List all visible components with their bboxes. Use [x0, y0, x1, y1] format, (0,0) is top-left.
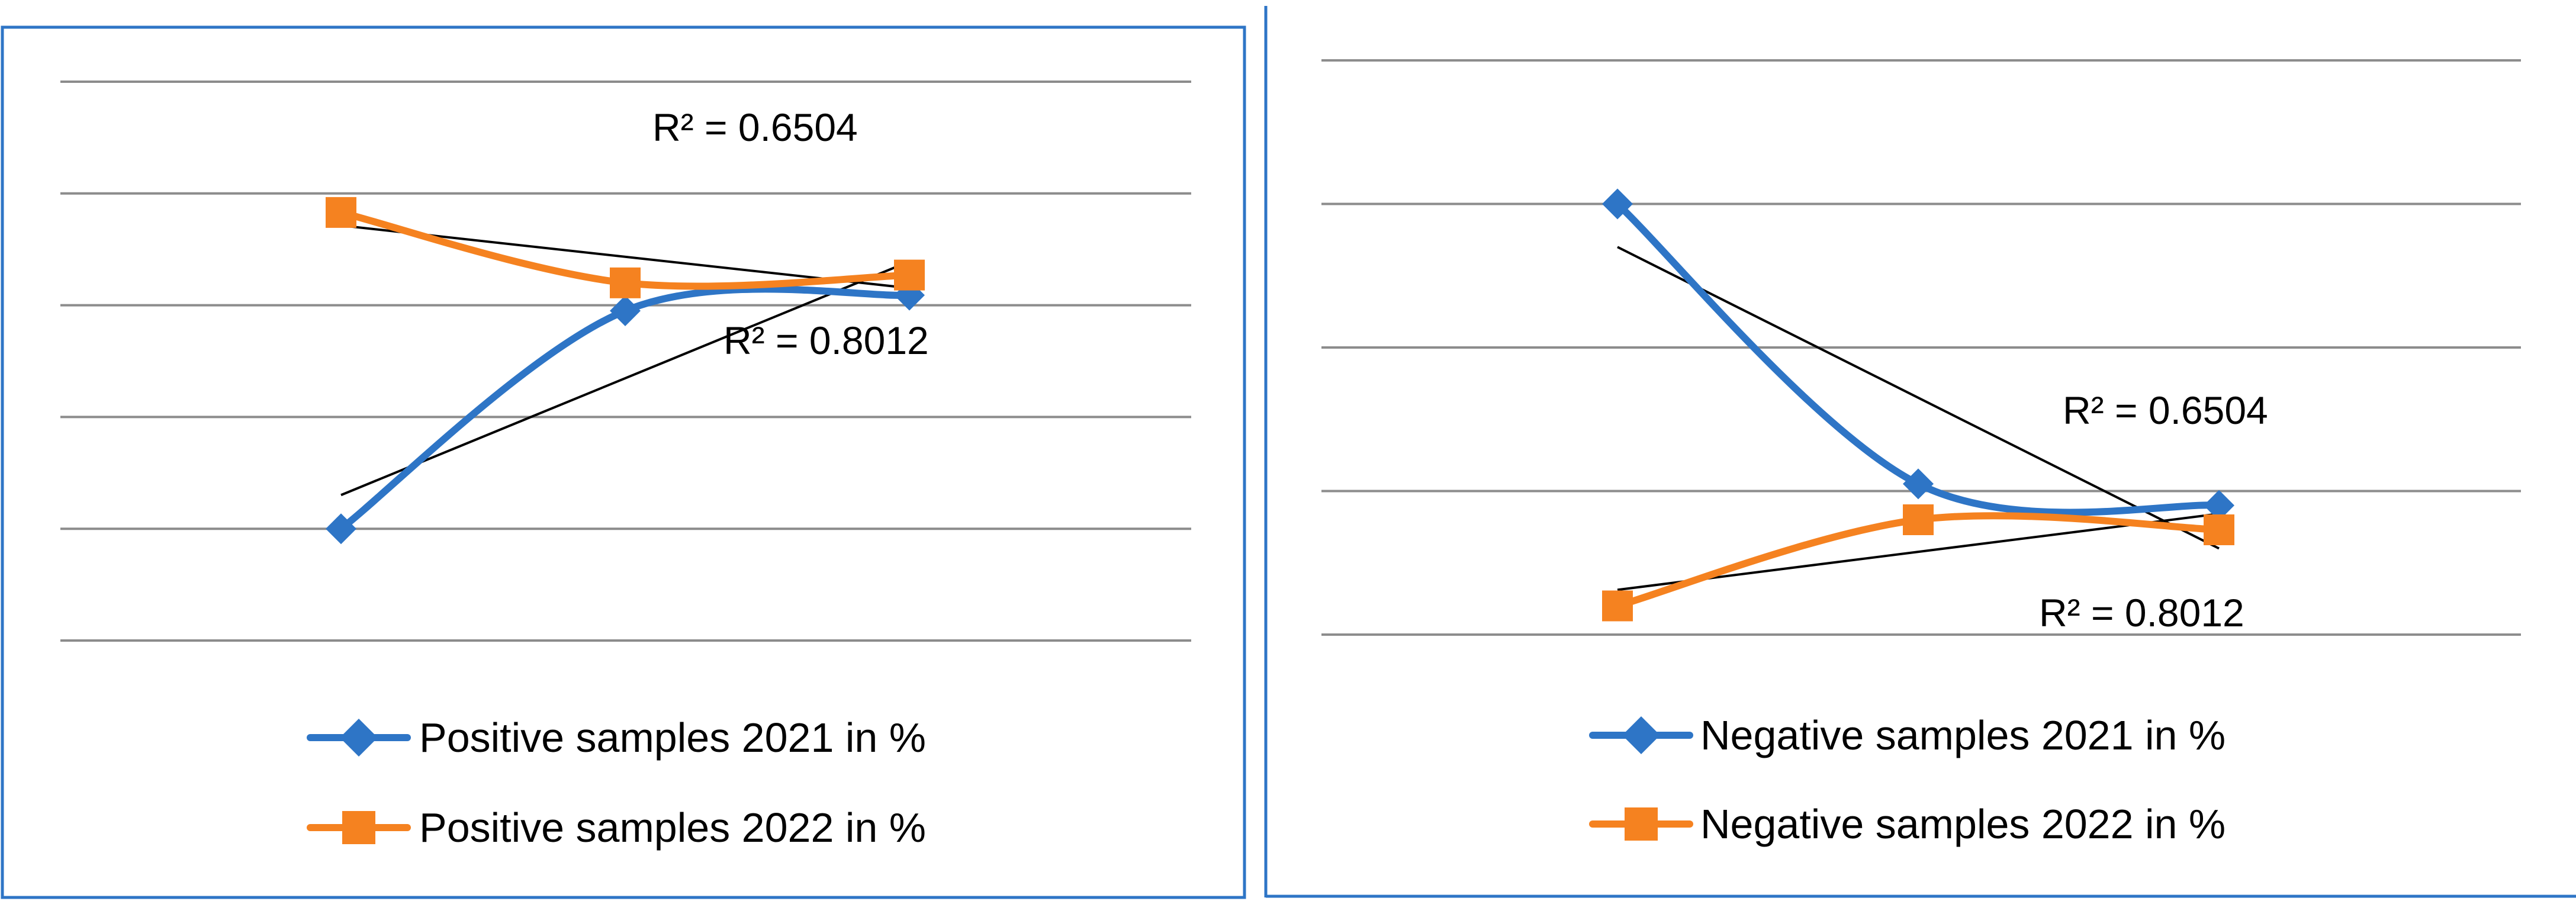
data-point-square	[326, 197, 356, 228]
r2-label-2022: R² = 0.6504	[652, 105, 858, 149]
data-point-square	[1903, 504, 1934, 535]
r2-label-2021: R² = 0.6504	[2063, 388, 2268, 432]
data-point-diamond	[2204, 490, 2234, 521]
trendline	[340, 224, 910, 289]
series-markers	[326, 197, 925, 545]
trendlines	[1617, 246, 2220, 591]
legend-entry-negative-2021: Negative samples 2021 in %	[1589, 712, 2226, 758]
trendline	[340, 260, 910, 497]
legend: Positive samples 2021 in % Positive samp…	[307, 715, 926, 851]
legend-square-marker	[342, 811, 375, 844]
data-point-diamond	[326, 513, 356, 545]
legend-label-2021: Positive samples 2021 in %	[419, 715, 926, 761]
legend: Negative samples 2021 in % Negative samp…	[1589, 712, 2226, 847]
data-point-square	[610, 267, 641, 298]
panel-border	[1, 25, 1246, 899]
positive-samples-panel: R² = 0.6504 R² = 0.8012 Positive samples…	[1, 25, 1246, 899]
legend-entry-positive-2021: Positive samples 2021 in %	[307, 715, 926, 761]
legend-square-marker	[1625, 807, 1658, 841]
series-line	[1614, 200, 2223, 516]
legend-diamond-marker	[340, 719, 378, 757]
series-markers	[1602, 188, 2234, 622]
legend-label-2022: Positive samples 2022 in %	[419, 805, 926, 851]
r2-label-2021: R² = 0.8012	[723, 318, 929, 362]
data-point-square	[894, 259, 925, 291]
legend-entry-negative-2022: Negative samples 2022 in %	[1589, 801, 2226, 847]
legend-entry-positive-2022: Positive samples 2022 in %	[307, 805, 926, 851]
legend-label-2021: Negative samples 2021 in %	[1700, 712, 2226, 758]
r2-label-2022: R² = 0.8012	[2039, 591, 2244, 635]
legend-diamond-marker	[1622, 716, 1660, 754]
data-point-diamond	[1602, 188, 1633, 220]
series-lines	[337, 208, 913, 533]
trendline	[1617, 512, 2220, 591]
data-point-square	[1602, 590, 1633, 622]
trendline	[1617, 246, 2220, 550]
legend-label-2022: Negative samples 2022 in %	[1700, 801, 2226, 847]
trendlines	[340, 224, 910, 497]
data-point-diamond	[1903, 468, 1934, 500]
gridlines	[1321, 59, 2521, 636]
data-point-square	[2204, 514, 2234, 545]
gridlines	[60, 81, 1191, 642]
data-point-diamond	[610, 295, 641, 327]
negative-samples-panel: R² = 0.6504 R² = 0.8012 Negative samples…	[1264, 6, 2576, 898]
